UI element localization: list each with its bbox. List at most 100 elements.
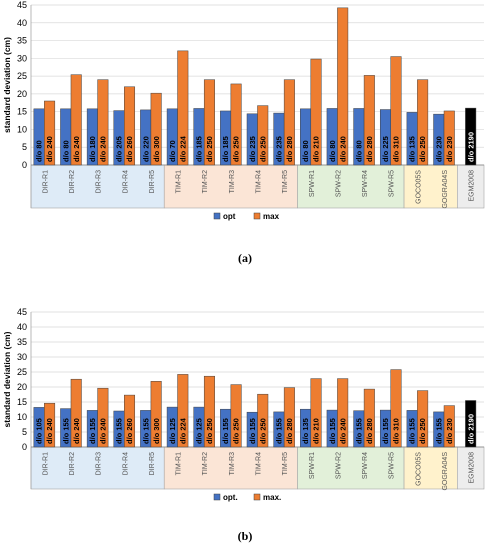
y-tick-label: 35 bbox=[17, 36, 27, 46]
x-tick-label: DIR-R3 bbox=[96, 452, 103, 475]
y-tick-label: 0 bbox=[22, 442, 27, 452]
y-tick-label: 10 bbox=[17, 124, 27, 134]
bar-label: d/o 240 bbox=[98, 136, 107, 162]
bar-max bbox=[390, 56, 402, 166]
bar-label: d/o 155 bbox=[434, 418, 443, 444]
bar-label: d/o 300 bbox=[152, 418, 161, 444]
bar-label: d/o 220 bbox=[141, 136, 150, 162]
bar-label: d/o 230 bbox=[445, 136, 454, 162]
bar-max bbox=[443, 110, 455, 166]
legend-label: max. bbox=[263, 493, 281, 502]
y-axis-label: standard deviation (cm) bbox=[2, 37, 12, 133]
x-tick-label: DIR-R4 bbox=[122, 170, 129, 193]
category-group-box bbox=[403, 446, 458, 490]
bar-max bbox=[124, 86, 136, 166]
x-tick-label: DIR-R1 bbox=[42, 170, 49, 193]
bar-label: d/o 235 bbox=[248, 136, 257, 162]
bar-label: d/o 80 bbox=[35, 140, 44, 162]
legend-swatch bbox=[213, 493, 221, 501]
x-tick-label: TIM-R4 bbox=[256, 452, 263, 475]
legend-swatch bbox=[213, 212, 221, 220]
bar-label: d/o 135 bbox=[301, 418, 310, 444]
bar-label: d/o 250 bbox=[232, 418, 241, 444]
bar-label: d/o 240 bbox=[72, 136, 81, 162]
bar-label: d/o 235 bbox=[274, 136, 283, 162]
category-group-box bbox=[30, 164, 165, 209]
bar-label: d/o 210 bbox=[312, 418, 321, 444]
bar-label: d/o 230 bbox=[434, 136, 443, 162]
y-tick-label: 30 bbox=[17, 352, 27, 362]
bar-max bbox=[177, 50, 189, 166]
bar-label: d/o 105 bbox=[35, 418, 44, 444]
y-tick-label: 45 bbox=[17, 0, 27, 10]
x-tick-label: TIM-R1 bbox=[176, 452, 183, 475]
bar-label: d/o 155 bbox=[328, 418, 337, 444]
x-tick-label: TIM-R4 bbox=[256, 170, 263, 193]
bar-max bbox=[310, 378, 322, 448]
bar-label: d/o 185 bbox=[221, 136, 230, 162]
bar-label: d/o 125 bbox=[168, 418, 177, 444]
y-tick-label: 20 bbox=[17, 382, 27, 392]
figure-caption: (b) bbox=[238, 529, 253, 543]
bar-label: d/o 310 bbox=[392, 418, 401, 444]
bar-label: d/o 155 bbox=[88, 418, 97, 444]
category-group-box bbox=[457, 446, 485, 490]
bar-max bbox=[230, 83, 242, 166]
x-tick-label: TIM-R2 bbox=[202, 452, 209, 475]
category-group-box bbox=[457, 164, 485, 209]
bar-label: d/o 155 bbox=[61, 418, 70, 444]
x-tick-label: SPW-R5 bbox=[389, 452, 396, 479]
y-tick-label: 5 bbox=[22, 427, 27, 437]
bar-max bbox=[203, 79, 215, 166]
bar-label: d/o 155 bbox=[354, 418, 363, 444]
bar-label: d/o 155 bbox=[274, 418, 283, 444]
bar-label: d/o 80 bbox=[354, 140, 363, 162]
bar-max bbox=[97, 387, 109, 448]
bar-label: d/o 280 bbox=[285, 136, 294, 162]
y-tick-label: 40 bbox=[17, 18, 27, 28]
x-tick-label: GOGRA04S bbox=[442, 452, 449, 491]
bar-label: d/o 135 bbox=[408, 136, 417, 162]
bar-max bbox=[150, 92, 162, 166]
bar-max bbox=[417, 79, 429, 166]
x-tick-label: TIM-R3 bbox=[229, 170, 236, 193]
bar-label: d/o 155 bbox=[408, 418, 417, 444]
bar-label: d/o 155 bbox=[381, 418, 390, 444]
bar-label: d/o 240 bbox=[72, 418, 81, 444]
bar-max bbox=[310, 58, 322, 166]
bar-max bbox=[337, 7, 349, 166]
bar-max bbox=[257, 105, 269, 166]
y-tick-label: 45 bbox=[17, 307, 27, 317]
bar-label: d/o 260 bbox=[125, 136, 134, 162]
bar-label: d/o 2190 bbox=[466, 132, 475, 162]
bar-label: d/o 250 bbox=[258, 418, 267, 444]
x-tick-label: DIR-R4 bbox=[122, 452, 129, 475]
x-tick-label: GOCO05S bbox=[415, 452, 422, 486]
y-tick-label: 20 bbox=[17, 89, 27, 99]
bar-max bbox=[97, 79, 109, 166]
x-tick-label: TIM-R1 bbox=[176, 170, 183, 193]
bar-max bbox=[44, 402, 56, 448]
legend-swatch bbox=[253, 212, 261, 220]
x-tick-label: TIM-R5 bbox=[282, 452, 289, 475]
bar-max bbox=[230, 384, 242, 448]
bar-max bbox=[390, 369, 402, 448]
bar-label: d/o 80 bbox=[61, 140, 70, 162]
bar-label: d/o 250 bbox=[205, 136, 214, 162]
bar-label: d/o 225 bbox=[381, 136, 390, 162]
x-tick-label: DIR-R5 bbox=[149, 170, 156, 193]
category-group-box bbox=[163, 164, 298, 209]
bar-max bbox=[177, 374, 189, 448]
x-tick-label: DIR-R1 bbox=[42, 452, 49, 475]
legend-swatch bbox=[253, 493, 261, 501]
bar-label: d/o 240 bbox=[338, 136, 347, 162]
bar-label: d/o 155 bbox=[221, 418, 230, 444]
bar-label: d/o 155 bbox=[141, 418, 150, 444]
bar-max bbox=[150, 381, 162, 448]
bar-max bbox=[283, 79, 295, 166]
bar-max bbox=[124, 394, 136, 448]
bar-max bbox=[417, 390, 429, 448]
x-tick-label: EGM2008 bbox=[469, 170, 476, 202]
x-tick-label: SPW-R1 bbox=[309, 170, 316, 197]
